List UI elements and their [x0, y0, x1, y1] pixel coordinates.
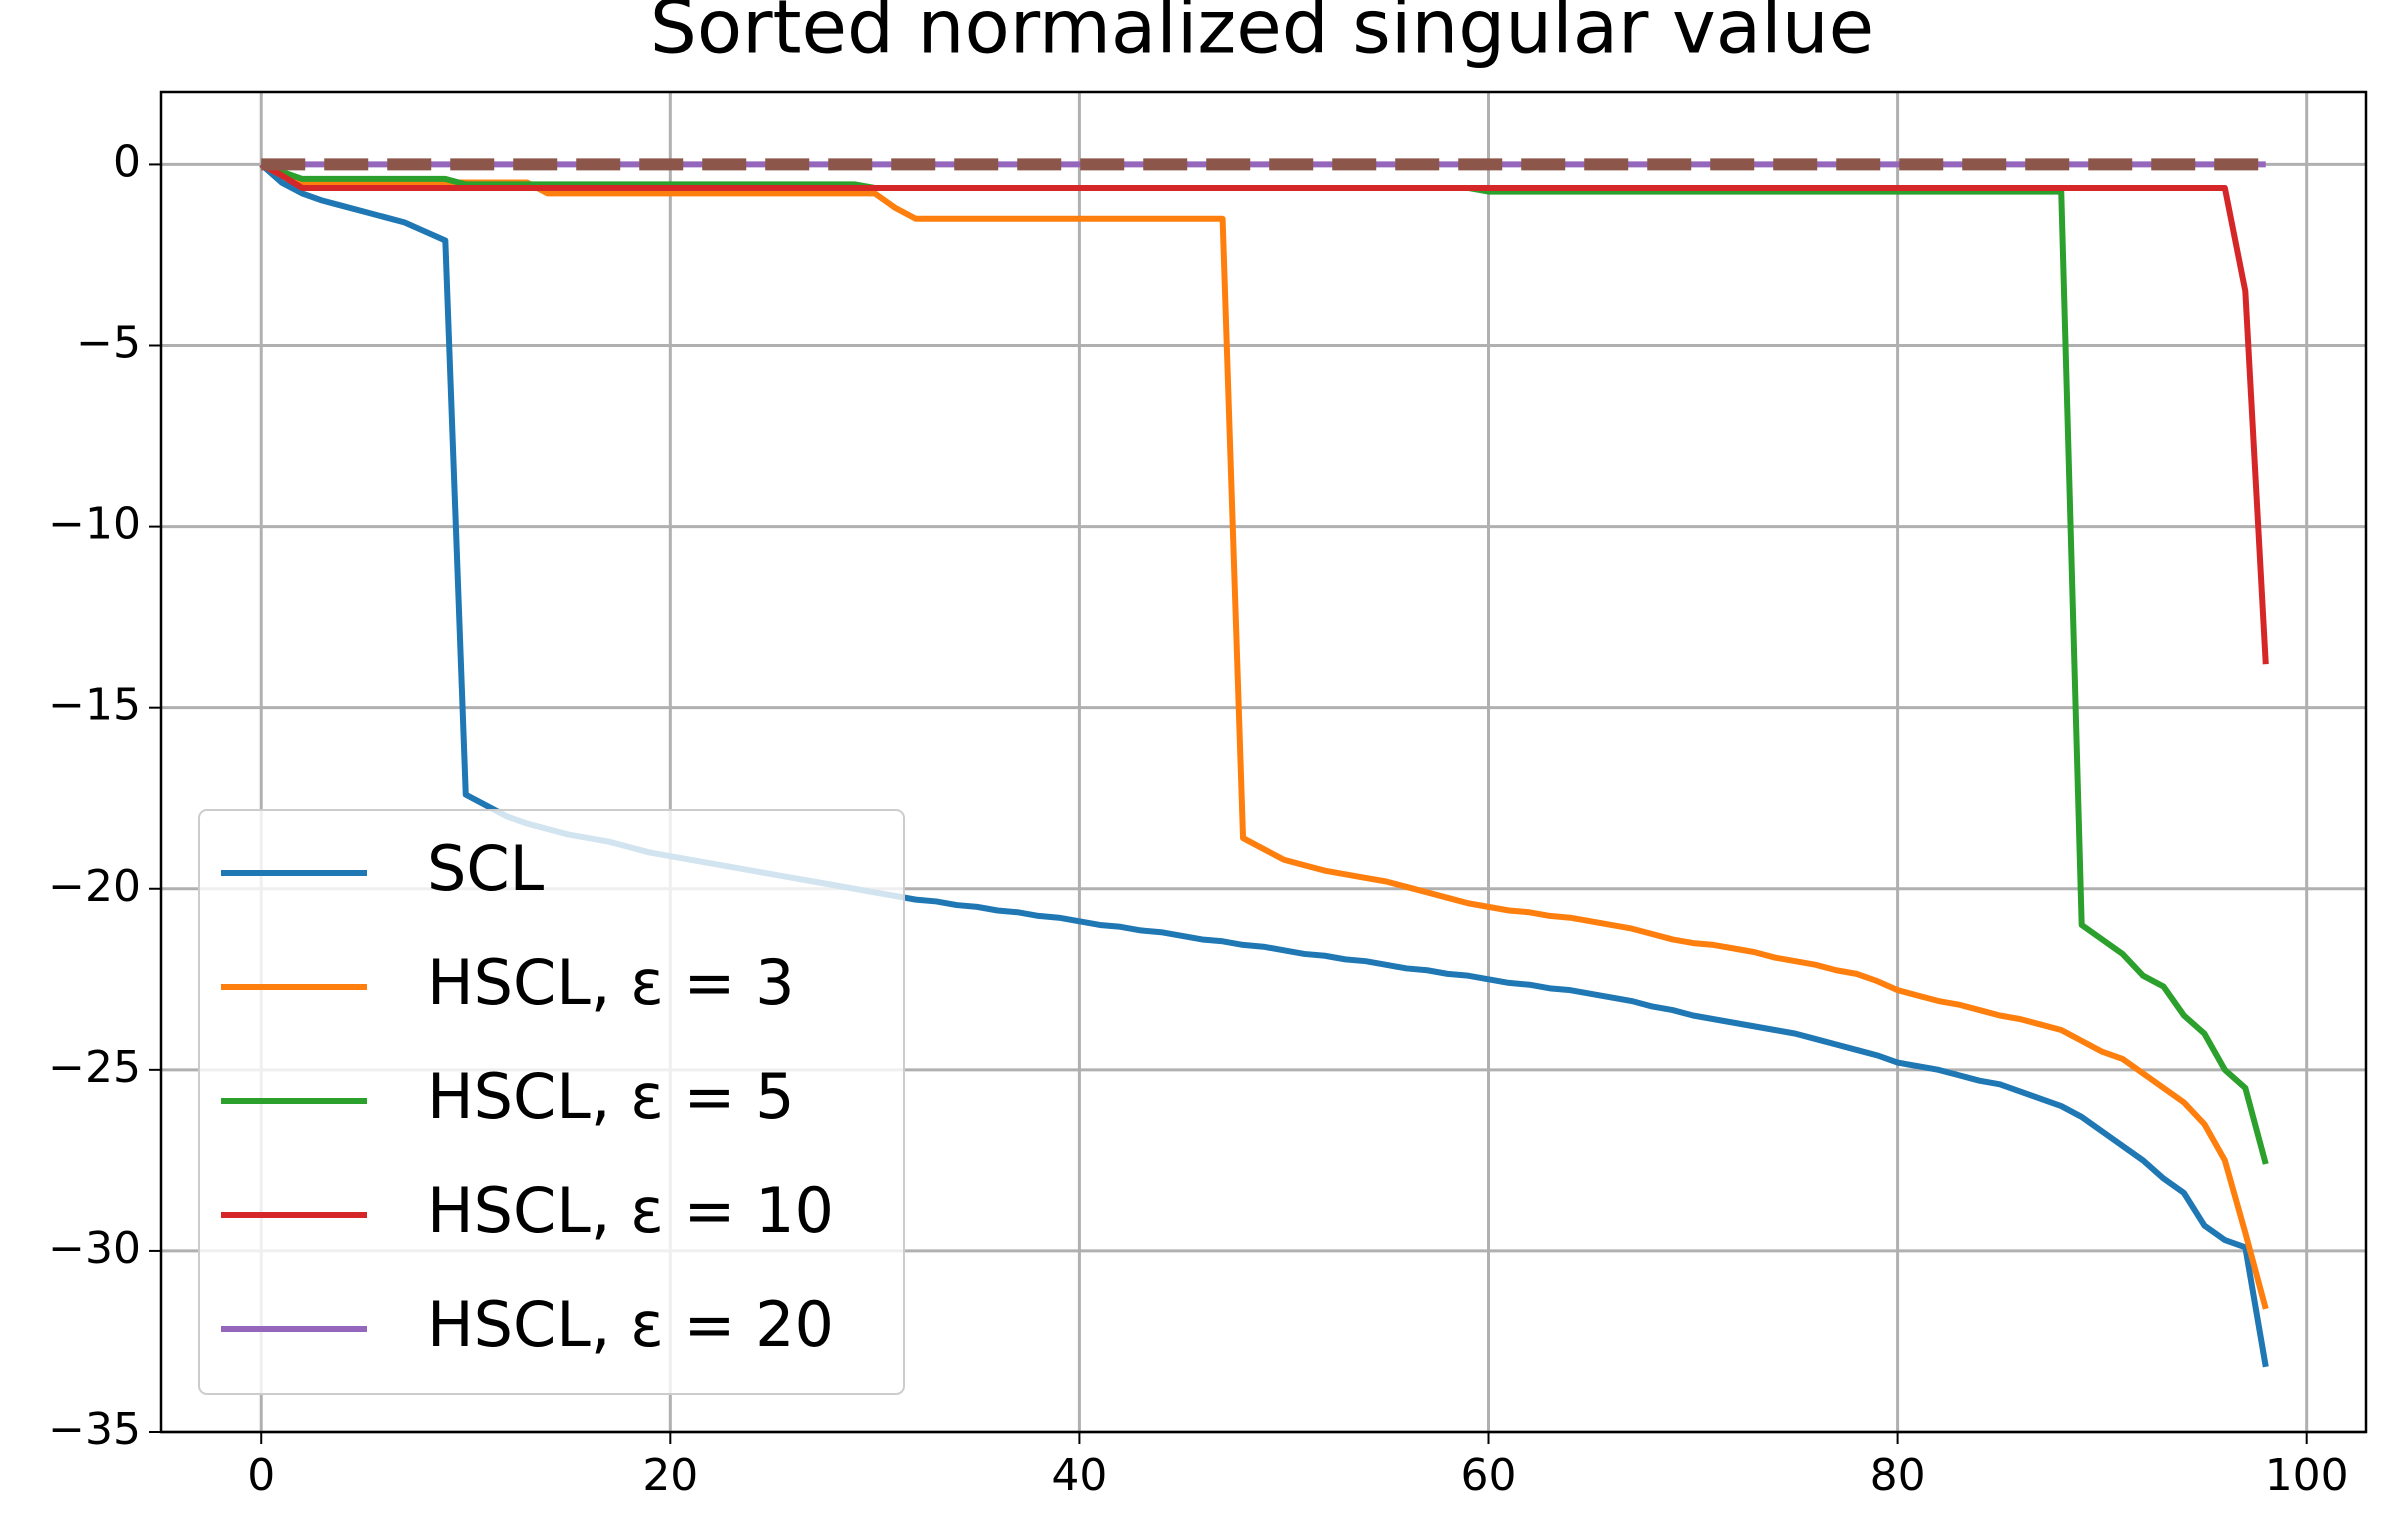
chart-title: Sorted normalized singular value — [650, 0, 1874, 71]
legend-label: SCL — [427, 832, 545, 905]
legend-label: HSCL, ε = 5 — [427, 1060, 795, 1133]
x-tick-label: 0 — [247, 1450, 275, 1501]
y-tick-label: −20 — [48, 861, 141, 912]
legend-label: HSCL, ε = 10 — [427, 1174, 834, 1247]
legend: SCL HSCL, ε = 3 HSCL, ε = 5 HSCL, ε = 10 HSC… — [198, 809, 905, 1395]
x-tick-label: 20 — [642, 1450, 698, 1501]
x-tick-label: 80 — [1870, 1450, 1926, 1501]
y-tick-label: −15 — [48, 680, 141, 731]
x-tick-label: 40 — [1051, 1450, 1107, 1501]
x-tick-label: 100 — [2265, 1450, 2349, 1501]
y-tick-label: −10 — [48, 499, 141, 550]
plot-frame — [159, 90, 2368, 1434]
series-line — [259, 161, 2269, 1310]
legend-label: HSCL, ε = 20 — [427, 1288, 834, 1361]
y-tick-label: −30 — [48, 1223, 141, 1274]
legend-box — [198, 809, 905, 1395]
x-tick-label: 60 — [1461, 1450, 1517, 1501]
y-tick-label: −35 — [48, 1404, 141, 1455]
y-tick-label: −25 — [48, 1042, 141, 1093]
y-tick-label: −5 — [76, 318, 141, 369]
y-tick-label: 0 — [113, 136, 141, 187]
series-line — [259, 161, 2269, 665]
legend-label: HSCL, ε = 3 — [427, 946, 795, 1019]
